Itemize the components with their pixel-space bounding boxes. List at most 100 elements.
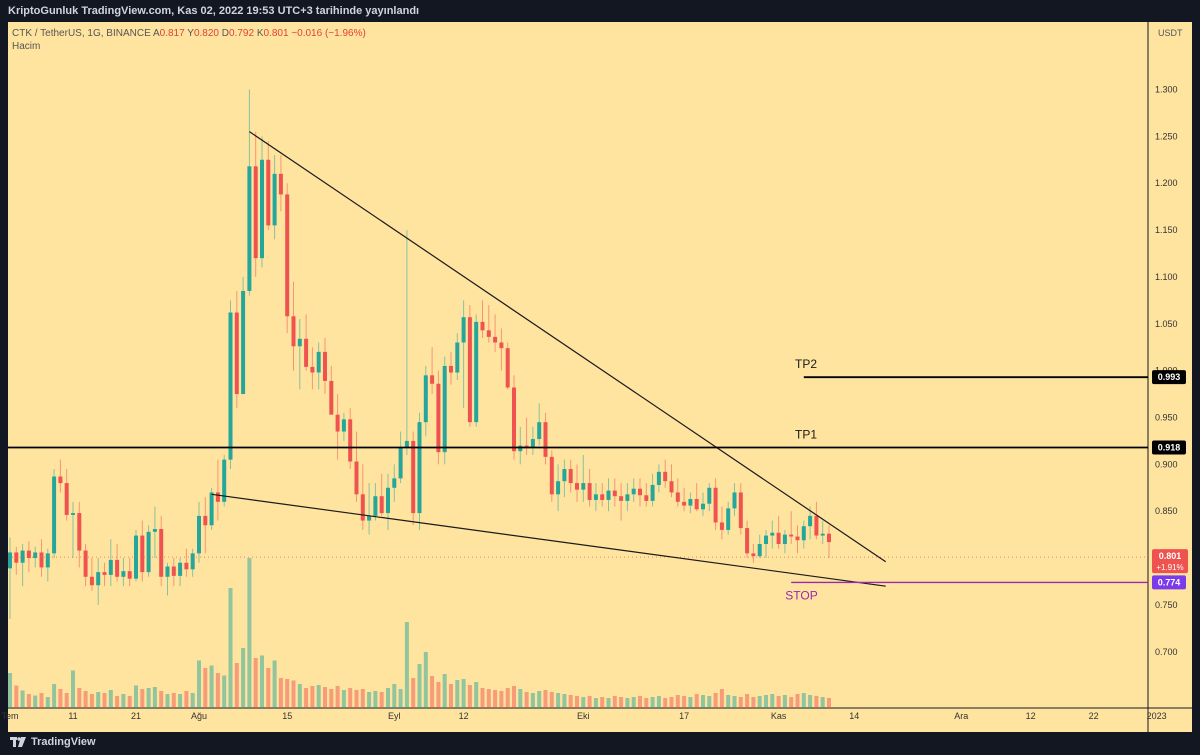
candle-body: [171, 566, 176, 576]
y-tick-label: 1.050: [1155, 319, 1178, 329]
volume-bar: [827, 698, 831, 708]
volume-bar: [707, 696, 712, 708]
volume-bar: [600, 697, 605, 708]
volume-bar: [801, 693, 806, 708]
candle-body: [638, 488, 642, 496]
volume-bar: [518, 689, 523, 708]
volume-bar: [197, 660, 201, 708]
candle-body: [701, 503, 705, 510]
volume-bar: [537, 691, 542, 708]
volume-bar: [770, 694, 775, 708]
candle-body: [96, 572, 101, 586]
candle-body: [228, 312, 233, 460]
candle-body: [146, 531, 151, 573]
y-tick-label: 0.950: [1155, 412, 1178, 422]
volume-bar: [757, 696, 762, 708]
candle-body: [121, 571, 126, 577]
candle-body: [719, 522, 724, 530]
candle-body: [386, 487, 390, 514]
volume-bar: [499, 691, 504, 708]
volume-bar: [398, 689, 403, 708]
candle-body: [764, 535, 768, 544]
candle-body: [480, 321, 485, 331]
publisher-text: KriptoGunluk TradingView.com, Kas 02, 20…: [8, 5, 420, 17]
chart-legend: CTK / TetherUS, 1G, BINANCE A0.817 Y0.82…: [12, 27, 366, 53]
candle-body: [253, 166, 258, 259]
brand-name: TradingView: [31, 736, 96, 748]
candle-body: [814, 515, 819, 536]
change-value: −0.016 (−1.96%): [291, 28, 366, 39]
x-tick-label: Kas: [771, 711, 787, 721]
volume-bar: [474, 682, 479, 708]
volume-bar: [581, 697, 586, 708]
level-badge-tp1: [1152, 440, 1186, 455]
volume-bar: [782, 695, 787, 708]
candle-body: [127, 571, 132, 579]
candle-body: [291, 316, 296, 347]
volume-bar: [625, 698, 630, 708]
candle-body: [45, 553, 50, 568]
level-label-tp2: TP2: [795, 357, 817, 371]
tradingview-brand[interactable]: TradingView: [10, 736, 96, 748]
ohlc-row: CTK / TetherUS, 1G, BINANCE A0.817 Y0.82…: [12, 27, 366, 40]
tradingview-logo-icon: [10, 737, 26, 747]
last-price-badge: [1152, 549, 1188, 574]
candle-body: [562, 469, 567, 482]
candle-body: [808, 515, 813, 527]
candle-body: [442, 365, 447, 453]
candle-body: [184, 562, 189, 570]
volume-bar: [39, 693, 44, 708]
volume-bar: [423, 652, 428, 708]
volume-bar: [329, 689, 334, 708]
volume-bar: [222, 675, 227, 708]
candle-body: [600, 494, 605, 500]
candle-body: [537, 422, 542, 440]
volume-bar: [789, 697, 794, 708]
last-price-change-text: +1.91%: [1156, 563, 1183, 572]
volume-bar: [682, 696, 687, 708]
candle-body: [757, 543, 762, 557]
candle-body: [669, 481, 674, 493]
candle-body: [782, 534, 787, 544]
volume-bar: [323, 687, 327, 708]
volume-bar: [89, 694, 94, 708]
x-tick-label: 22: [1089, 711, 1099, 721]
volume-bar: [644, 698, 649, 708]
candle-body: [222, 459, 227, 502]
volume-label: Hacim: [12, 41, 41, 52]
candle-body: [71, 513, 75, 515]
candle-body: [278, 173, 283, 195]
volume-bar: [795, 694, 800, 708]
candle-body: [524, 445, 529, 448]
volume-bar: [354, 690, 359, 708]
volume-bar: [159, 691, 164, 708]
volume-bar: [638, 696, 642, 708]
volume-bar: [656, 696, 661, 708]
volume-bar: [241, 648, 246, 708]
candle-body: [518, 445, 523, 452]
candle-body: [663, 471, 668, 482]
candle-body: [341, 419, 346, 432]
candle-body: [549, 456, 554, 495]
volume-bar: [505, 688, 510, 708]
volume-bar: [297, 684, 302, 708]
volume-bar: [814, 696, 819, 708]
volume-bar: [631, 697, 636, 708]
high-label: Y: [187, 28, 194, 39]
volume-bar: [404, 622, 409, 708]
candle-body: [751, 553, 756, 557]
volume-bar: [568, 695, 573, 708]
volume-bar: [650, 697, 655, 708]
volume-bar: [808, 695, 813, 708]
trendline-lower: [211, 493, 886, 587]
volume-bar: [455, 680, 460, 708]
candle-body: [398, 447, 403, 479]
last-price-text: 0.801: [1159, 551, 1182, 561]
volume-bar: [134, 685, 138, 708]
volume-bar: [272, 660, 277, 708]
candle-body: [392, 478, 397, 488]
candle-body: [316, 351, 321, 373]
x-tick-label: 17: [679, 711, 689, 721]
candle-body: [33, 552, 38, 559]
